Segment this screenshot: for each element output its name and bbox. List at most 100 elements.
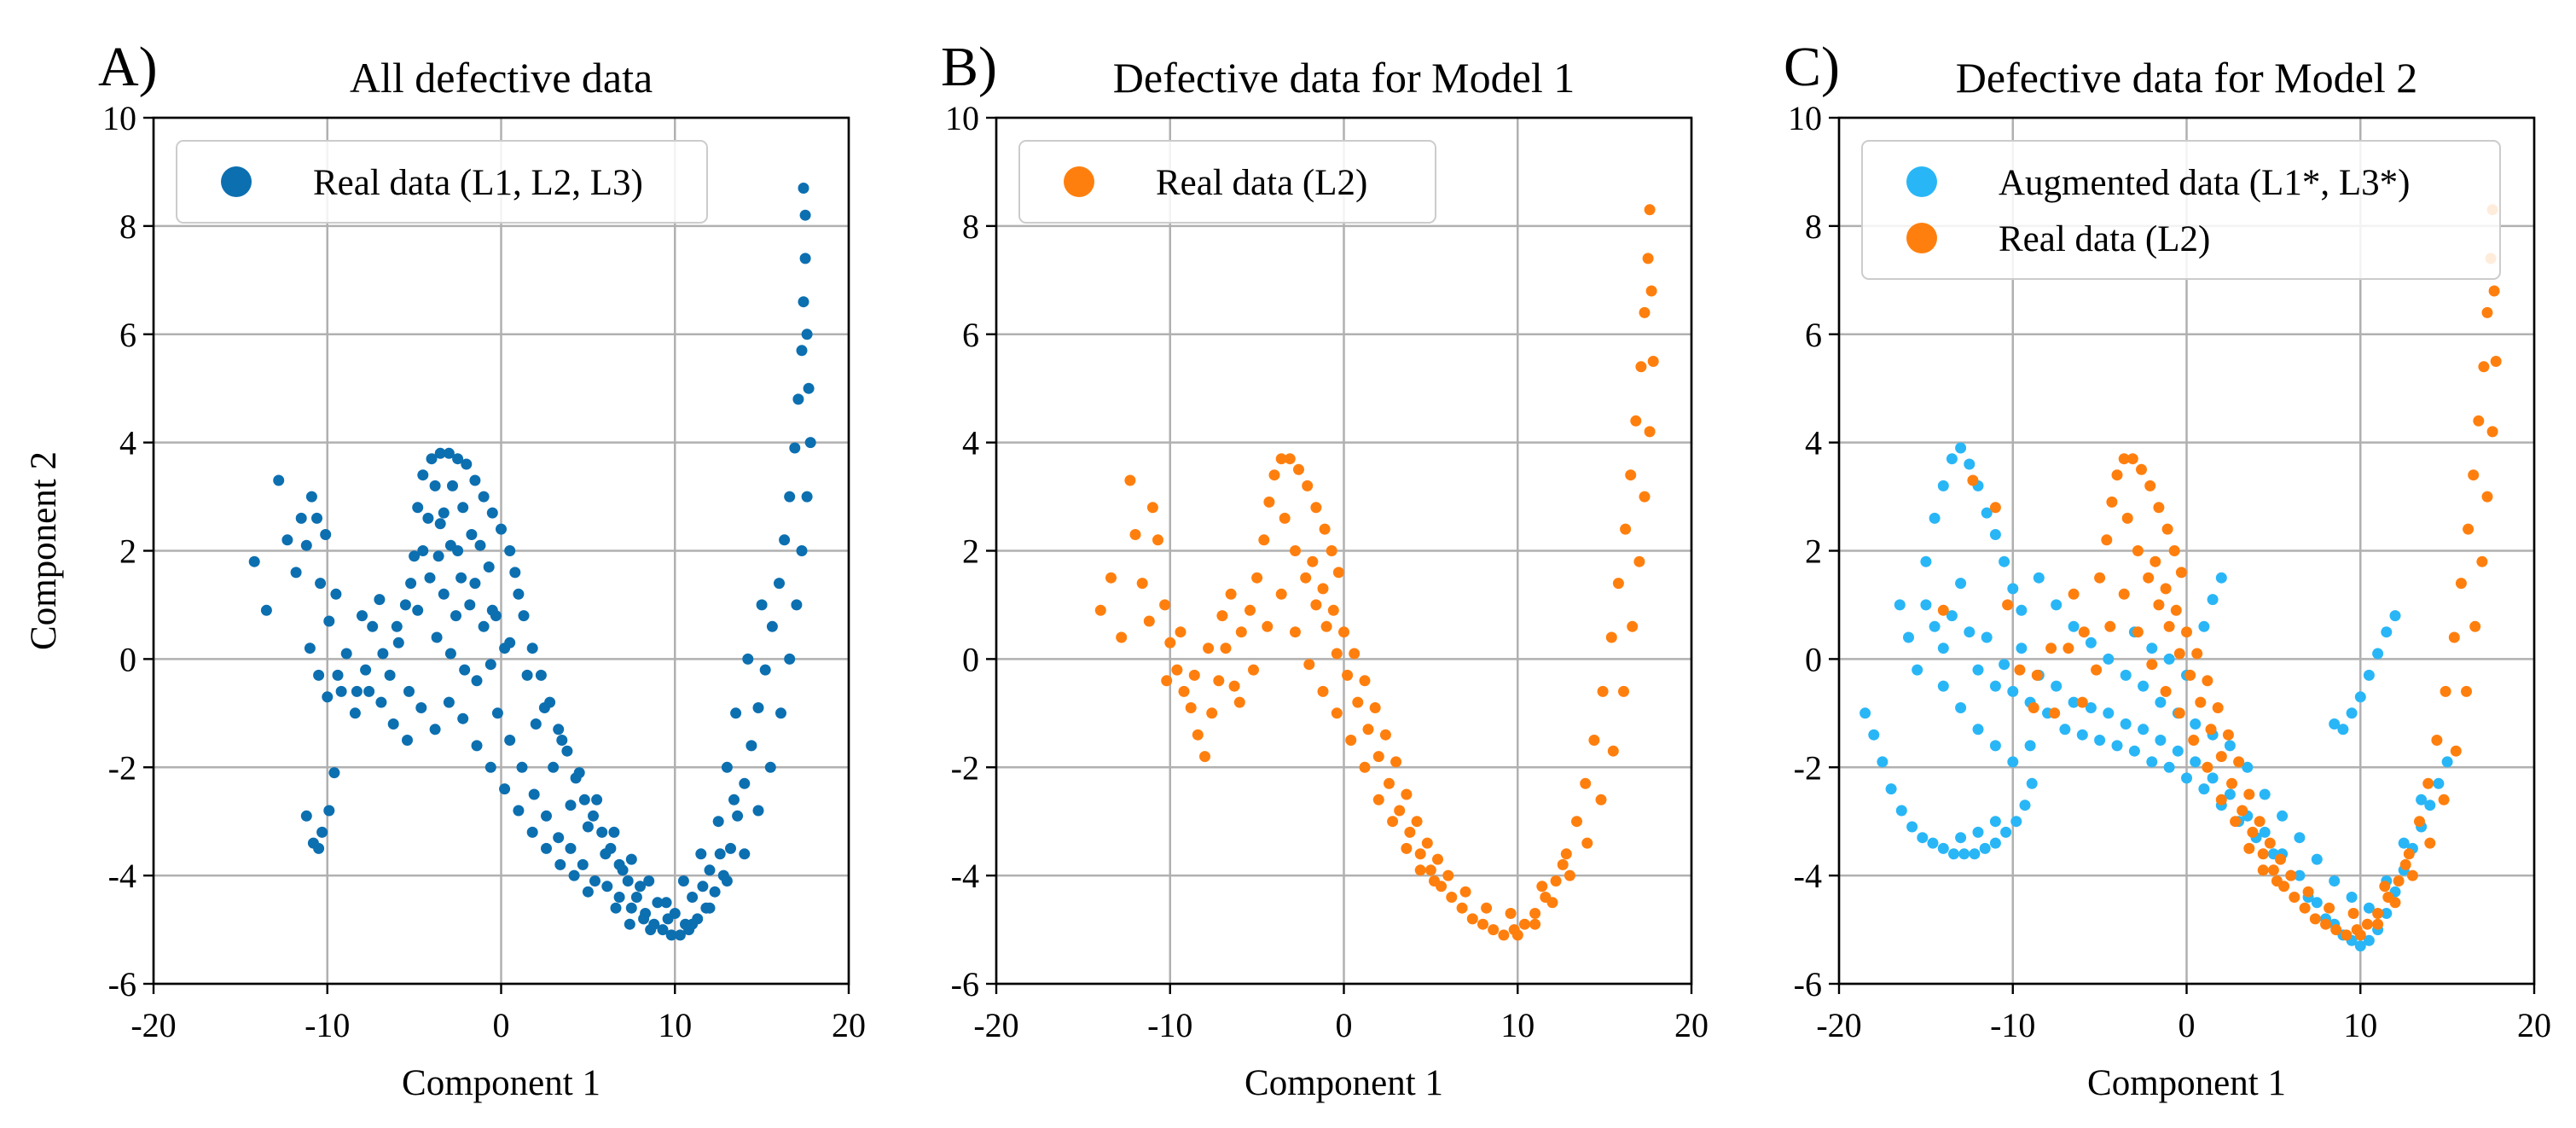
scatter-point	[657, 924, 669, 936]
scatter-point	[1937, 604, 1949, 616]
scatter-point	[709, 886, 721, 898]
scatter-point	[2257, 848, 2269, 860]
scatter-points	[1094, 204, 1659, 941]
scatter-point	[2247, 826, 2259, 838]
scatter-point	[332, 669, 344, 681]
scatter-point	[484, 659, 496, 671]
legend-marker	[1906, 223, 1937, 253]
scatter-point	[1275, 588, 1287, 600]
scatter-point	[2226, 777, 2237, 789]
scatter-point	[491, 707, 503, 719]
scatter-point	[1345, 735, 1357, 746]
scatter-point	[384, 669, 396, 681]
scatter-point	[2111, 740, 2123, 752]
scatter-point	[457, 712, 469, 724]
scatter-point	[624, 918, 635, 930]
scatter-point	[1481, 902, 1493, 914]
scatter-point	[1432, 853, 1443, 865]
scatter-point	[526, 642, 538, 654]
scatter-point	[2347, 908, 2359, 919]
scatter-point	[1390, 756, 1402, 768]
scatter-point	[1958, 848, 1970, 860]
scatter-point	[1331, 707, 1343, 719]
scatter-point	[2163, 620, 2175, 632]
scatter-point	[2448, 631, 2460, 643]
scatter-point	[2363, 934, 2375, 946]
scatter-point	[789, 442, 801, 454]
scatter-point	[504, 735, 516, 746]
scatter-point	[2190, 756, 2202, 768]
legend-label: Real data (L2)	[1156, 163, 1367, 203]
scatter-point	[608, 826, 620, 838]
scatter-point	[443, 696, 455, 708]
scatter-point	[1279, 512, 1291, 524]
scatter-point	[2329, 875, 2341, 887]
scatter-point	[474, 539, 486, 551]
scatter-point	[577, 858, 589, 870]
scatter-point	[796, 345, 808, 357]
x-axis-label: Component 1	[2087, 1063, 2286, 1103]
scatter-point	[2106, 496, 2118, 508]
scatter-point	[313, 669, 325, 681]
scatter-point	[1989, 837, 2001, 849]
scatter-point	[1349, 648, 1361, 660]
scatter-point	[565, 799, 577, 811]
scatter-point	[1972, 826, 1984, 838]
legend-marker	[1064, 166, 1094, 197]
scatter-point	[2146, 642, 2158, 654]
scatter-point	[1981, 631, 1993, 643]
scatter-point	[1859, 707, 1871, 719]
scatter-point	[2016, 642, 2028, 654]
scatter-point	[504, 637, 516, 648]
scatter-point	[556, 735, 568, 746]
scatter-point	[1917, 832, 1929, 844]
scatter-point	[784, 653, 796, 665]
y-tick-label: 0	[962, 640, 979, 678]
scatter-point	[2128, 745, 2140, 757]
scatter-point	[2441, 756, 2453, 768]
scatter-point	[2144, 480, 2156, 491]
x-tick-label: 0	[493, 1006, 510, 1044]
scatter-point	[1327, 604, 1339, 616]
scatter-point	[1199, 751, 1210, 763]
scatter-point	[1213, 675, 1225, 687]
scatter-point	[295, 512, 307, 524]
scatter-point	[330, 588, 342, 600]
scatter-point	[2473, 415, 2485, 427]
x-tick-label: -20	[973, 1006, 1018, 1044]
scatter-point	[1581, 837, 1593, 849]
scatter-point	[732, 810, 744, 822]
scatter-point	[798, 183, 809, 194]
scatter-point	[1303, 659, 1315, 671]
scatter-point	[2163, 653, 2175, 665]
scatter-point	[613, 892, 625, 903]
y-tick-label: -4	[108, 857, 136, 895]
scatter-point	[2172, 745, 2184, 757]
scatter-point	[513, 805, 525, 817]
scatter-point	[415, 702, 427, 713]
scatter-point	[2424, 837, 2436, 849]
scatter-point	[1414, 848, 1426, 860]
scatter-point	[1937, 480, 1949, 491]
y-tick-label: 4	[119, 424, 136, 462]
scatter-point	[2406, 869, 2418, 881]
scatter-point	[2329, 718, 2341, 730]
scatter-point	[617, 864, 629, 876]
scatter-point	[478, 491, 490, 503]
scatter-point	[2104, 620, 2116, 632]
scatter-point	[1411, 816, 1423, 828]
scatter-point	[2068, 620, 2080, 632]
scatter-point	[643, 875, 655, 887]
chart-title: Defective data for Model 1	[1113, 54, 1575, 102]
scatter-point	[2161, 523, 2173, 535]
scatter-point	[1262, 620, 1273, 632]
scatter-point	[1625, 469, 1637, 481]
scatter-point	[2215, 751, 2227, 763]
scatter-point	[2202, 675, 2213, 687]
scatter-point	[2398, 837, 2410, 849]
scatter-point	[2233, 756, 2245, 768]
scatter-point	[1969, 848, 1981, 860]
scatter-point	[1424, 864, 1436, 876]
scatter-point	[405, 578, 417, 590]
scatter-point	[434, 518, 446, 530]
